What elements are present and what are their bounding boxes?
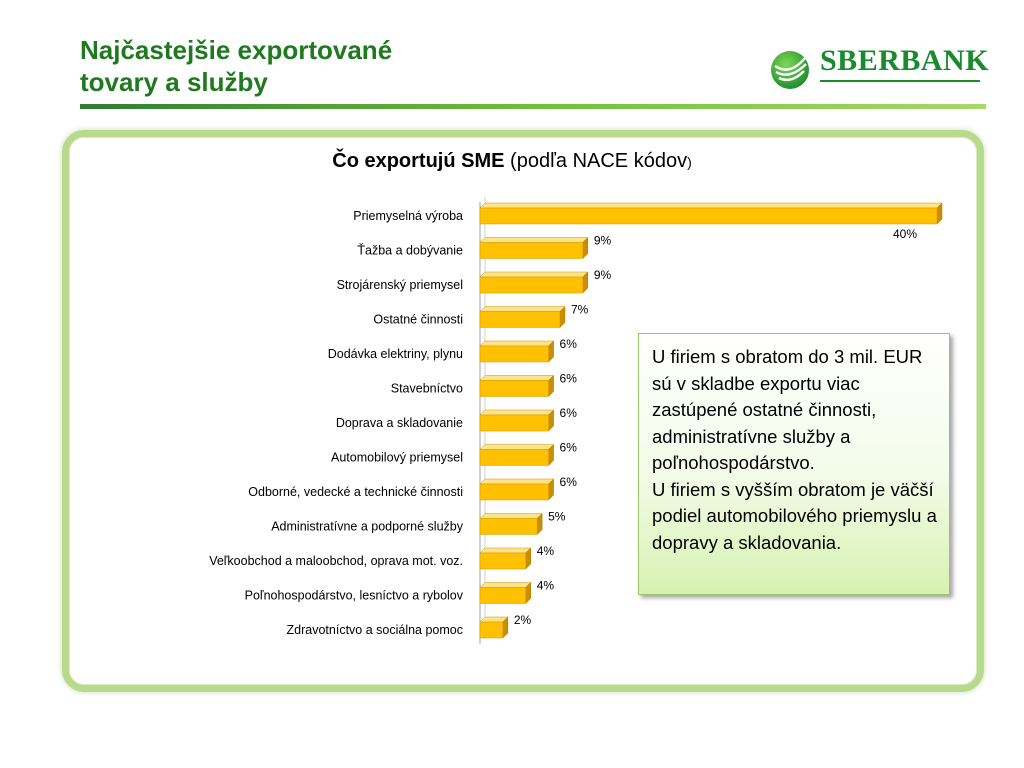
data-label: 4% (537, 579, 555, 593)
bar-top (479, 202, 943, 209)
category-label: Zdravotníctvo a sociálna pomoc (287, 623, 463, 637)
category-label: Poľnohospodárstvo, lesníctvo a rybolov (245, 589, 464, 603)
bar (479, 242, 584, 259)
logo-underline (820, 80, 980, 82)
category-label: Stavebníctvo (391, 382, 463, 396)
category-label: Ťažba a dobývanie (357, 243, 463, 258)
bar (479, 587, 526, 604)
bar (479, 276, 584, 294)
data-label: 4% (537, 544, 555, 558)
bar (479, 552, 526, 570)
sberbank-logo: SBERBANK (768, 44, 989, 89)
category-label: Doprava a skladovanie (336, 416, 463, 430)
bar-top (479, 271, 589, 278)
chart-title: Čo exportujú SME (podľa NACE kódov) (0, 150, 1024, 173)
category-label: Administratívne a podporné služby (271, 520, 464, 534)
bar (479, 380, 549, 397)
data-label: 7% (571, 303, 589, 317)
chart-title-bold: Čo exportujú SME (332, 150, 505, 172)
bar-top (479, 444, 555, 450)
bar-top (479, 375, 555, 381)
bar (479, 518, 538, 535)
bar (479, 449, 549, 466)
chart-title-paren: ) (687, 154, 692, 170)
data-label: 6% (560, 441, 578, 455)
category-label: Automobilový priemysel (331, 451, 463, 465)
slide-title-line-1: Najčastejšie exportované (80, 35, 393, 65)
data-label: 9% (594, 234, 612, 248)
data-label: 40% (893, 227, 917, 241)
data-label: 2% (514, 613, 532, 627)
category-label: Odborné, vedecké a technické činnosti (248, 485, 463, 499)
slide-title-line-2: tovary a služby (80, 67, 268, 97)
note-paragraph-2: U firiem s vyšším obratom je väčší podie… (652, 478, 937, 553)
note-paragraph-1: U firiem s obratom do 3 mil. EUR sú v sk… (652, 346, 923, 473)
note-box: U firiem s obratom do 3 mil. EUR sú v sk… (638, 333, 950, 595)
bar-top (479, 340, 555, 347)
category-label: Dodávka elektriny, plynu (328, 347, 463, 361)
chart-frame (62, 130, 984, 692)
bar (479, 311, 561, 328)
slide-title: Najčastejšie exportované tovary a služby (80, 34, 600, 98)
data-label: 6% (560, 337, 578, 351)
bar (479, 207, 938, 225)
category-label: Ostatné činnosti (373, 313, 463, 327)
bar (479, 483, 549, 501)
bar (479, 345, 549, 363)
logo-text: SBERBANK (820, 44, 990, 77)
category-label: Strojárenský priemysel (337, 278, 463, 292)
bar-top (479, 582, 532, 588)
bar-top (479, 409, 555, 416)
bar (479, 621, 504, 639)
bar-top (479, 513, 543, 519)
title-divider (80, 104, 986, 109)
category-label: Priemyselná výroba (353, 209, 463, 223)
sberbank-logo-icon (771, 51, 809, 89)
category-label: Veľkoobchod a maloobchod, oprava mot. vo… (209, 554, 463, 568)
bar-top (479, 547, 532, 554)
bar-top (479, 306, 566, 312)
data-label: 9% (594, 268, 612, 282)
data-label: 6% (560, 406, 578, 420)
data-label: 6% (560, 475, 578, 489)
chart-title-rest: (podľa NACE kódov (504, 150, 688, 172)
data-label: 6% (560, 372, 578, 386)
bar-top (479, 237, 589, 243)
data-label: 5% (548, 510, 566, 524)
bar (479, 414, 549, 432)
bar-top (479, 478, 555, 485)
